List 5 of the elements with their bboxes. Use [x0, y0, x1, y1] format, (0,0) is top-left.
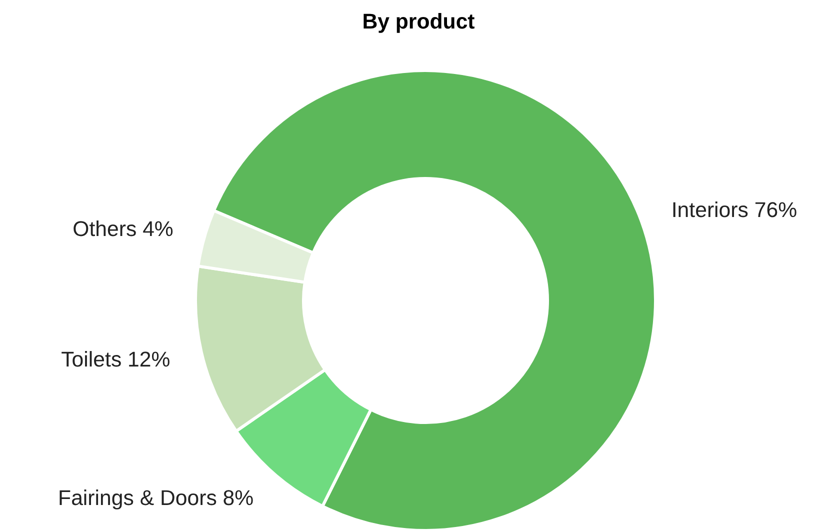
slice-label: Others 4%: [72, 217, 174, 242]
slice-label: Toilets 12%: [61, 347, 170, 372]
chart-title: By product: [362, 10, 475, 34]
slice-label: Interiors 76%: [671, 198, 798, 222]
slice-label: Fairings & Doors 8%: [58, 486, 254, 510]
